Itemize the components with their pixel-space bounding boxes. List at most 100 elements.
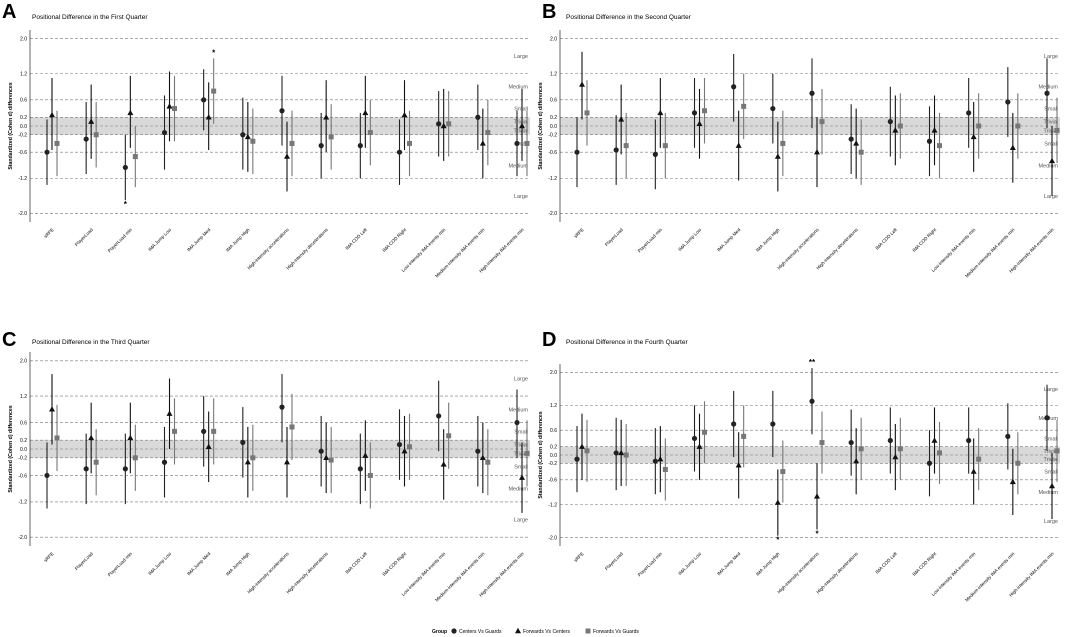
data-point	[161, 129, 168, 136]
data-point	[211, 88, 217, 94]
data-point	[519, 474, 525, 480]
data-point	[1015, 460, 1021, 466]
x-tick-label: PlayerLoad·min	[637, 551, 664, 578]
x-tick-label: High-intensity decelerations	[285, 227, 329, 271]
data-point	[323, 454, 330, 461]
series-forwards-vs-centers	[579, 407, 1055, 536]
data-point	[367, 130, 373, 136]
y-tick-label: 0.0	[20, 124, 27, 130]
legend-item: Forwards Vs Guards	[585, 628, 639, 635]
data-point	[892, 127, 899, 133]
data-point	[584, 110, 590, 116]
data-point	[240, 439, 246, 445]
x-tick-label: IMA COD Left	[874, 551, 898, 575]
y-tick-label: 0.2	[550, 445, 557, 451]
legend-marker	[515, 627, 521, 634]
data-point	[809, 90, 815, 96]
data-point	[83, 136, 89, 142]
series-forwards-vs-centers	[49, 71, 525, 192]
zone-label: Trivial	[514, 451, 528, 457]
data-point	[205, 114, 212, 120]
zone-label: Medium	[1038, 85, 1058, 91]
data-point	[926, 138, 933, 144]
panel-A: A Positional Difference in the First Quar…	[2, 1, 530, 279]
legend-item: Forwards Vs Centers	[515, 627, 570, 635]
panel-label: B	[542, 1, 556, 23]
x-tick-label: IMA Jump High	[225, 227, 251, 253]
data-point	[780, 140, 786, 146]
legend-label: Forwards Vs Guards	[593, 629, 639, 635]
data-point	[887, 119, 893, 125]
data-point	[892, 453, 899, 460]
x-tick-label: PlayerLoad	[74, 551, 94, 571]
data-point	[367, 472, 373, 478]
data-point	[858, 149, 864, 155]
data-point	[731, 421, 737, 427]
data-point	[853, 458, 860, 464]
x-tick-label: High-intensity decelerations	[815, 551, 859, 595]
data-point	[579, 81, 585, 87]
y-tick-label: 1.2	[550, 403, 557, 409]
series-centers-vs-guards	[574, 54, 1050, 190]
data-point	[479, 140, 486, 146]
data-point	[931, 437, 938, 443]
y-tick-label: 0.0	[550, 453, 557, 459]
data-point	[362, 109, 369, 116]
zone-label: Small	[1044, 141, 1058, 147]
data-point	[122, 466, 128, 472]
panel-title: Positional Difference in the Fourth Quar…	[566, 339, 688, 346]
significance-annotation: **	[809, 358, 816, 367]
data-point	[475, 448, 481, 454]
x-tick-label: High-intensity accelerations	[776, 551, 820, 595]
data-point	[1009, 144, 1016, 151]
y-tick-label: -1.2	[548, 176, 557, 182]
zone-label: Small	[1044, 470, 1058, 476]
y-tick-label: 0.6	[550, 428, 557, 434]
x-tick-label: PlayerLoad·min	[637, 227, 664, 254]
y-tick-label: 2.0	[550, 37, 557, 43]
data-point	[657, 109, 664, 116]
zone-label: Small	[514, 429, 528, 435]
data-point	[514, 419, 520, 426]
y-tick-label: 1.2	[20, 71, 27, 77]
y-tick-label: -2.0	[18, 211, 27, 217]
data-point	[49, 406, 55, 412]
data-point	[244, 133, 251, 140]
data-point	[731, 84, 737, 90]
x-tick-label: High-intensity accelerations	[776, 227, 820, 271]
series-forwards-vs-guards	[584, 401, 1060, 503]
y-tick-label: -0.6	[548, 150, 557, 156]
zone-label: Trivial	[1044, 120, 1058, 126]
legend-title: Group	[432, 629, 447, 635]
zone-label: Large	[1044, 194, 1058, 200]
data-point	[623, 143, 629, 149]
data-point	[240, 132, 246, 138]
data-point	[657, 455, 664, 462]
data-point	[976, 456, 982, 462]
zone-label: Large	[1044, 54, 1058, 60]
data-point	[357, 466, 363, 472]
data-point	[211, 428, 217, 434]
data-point	[250, 455, 256, 461]
x-tick-label: sRPE	[43, 227, 55, 239]
data-point	[1005, 99, 1011, 105]
series-centers-vs-guards	[44, 374, 520, 509]
y-tick-label: 0.0	[20, 447, 27, 453]
series-centers-vs-guards	[574, 368, 1050, 497]
y-axis-label: Standardized (Cohen d) differences	[538, 82, 544, 169]
data-point	[401, 448, 408, 454]
y-tick-label: 0.2	[550, 115, 557, 121]
y-tick-label: 0.2	[20, 115, 27, 121]
data-point	[976, 123, 982, 129]
data-point	[436, 413, 442, 419]
data-point	[440, 461, 447, 467]
data-point	[485, 130, 491, 136]
panel-B: B Positional Difference in the Second Qua…	[538, 1, 1060, 279]
data-point	[407, 444, 412, 450]
data-point	[132, 455, 138, 461]
y-tick-label: -0.2	[548, 461, 557, 467]
x-tick-label: sRPE	[43, 551, 55, 563]
zone-label: Trivial	[1044, 128, 1058, 134]
data-point	[289, 140, 295, 146]
significance-annotation: *	[815, 529, 819, 538]
